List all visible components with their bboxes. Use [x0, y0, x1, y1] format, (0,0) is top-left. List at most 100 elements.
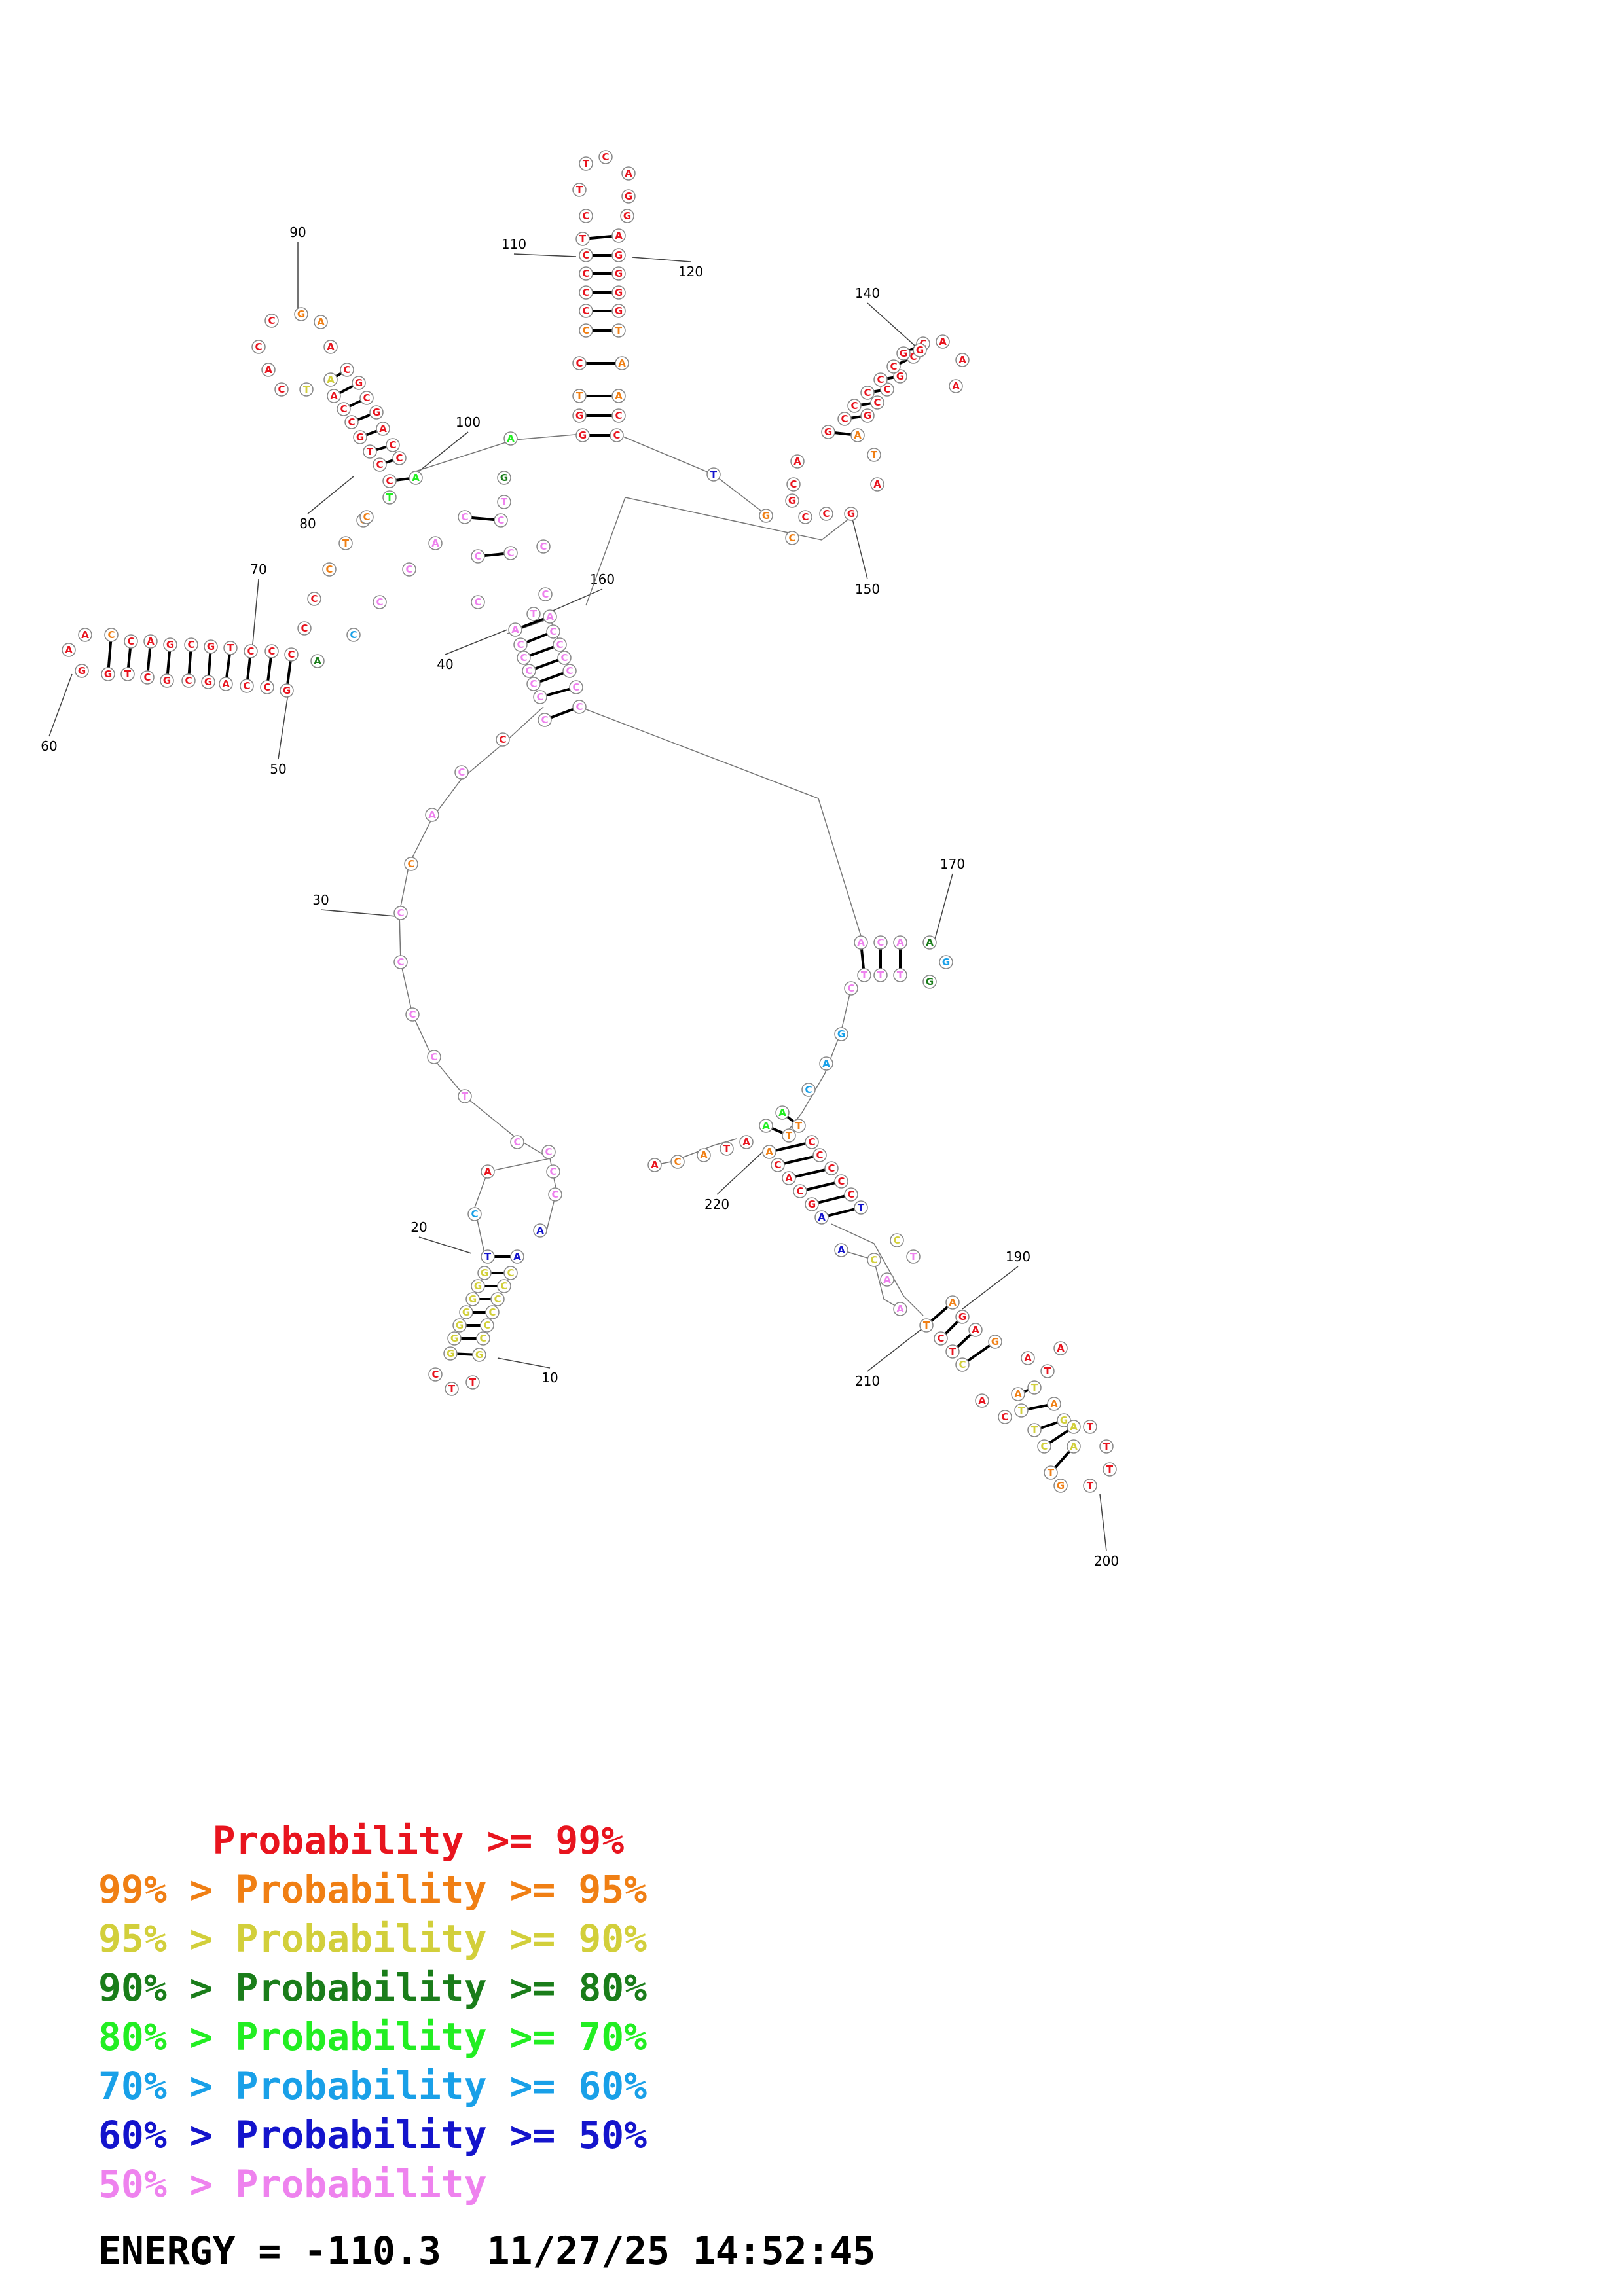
- svg-text:A: A: [412, 472, 420, 484]
- svg-text:A: A: [793, 456, 801, 467]
- svg-text:G: G: [615, 305, 623, 317]
- position-label: 140: [855, 285, 880, 301]
- backbone: [399, 706, 551, 1159]
- nucleotide: A: [543, 609, 557, 624]
- svg-text:C: C: [530, 678, 537, 690]
- legend-prefix: 70% >: [98, 2064, 213, 2108]
- svg-text:T: T: [576, 184, 583, 196]
- svg-text:C: C: [873, 397, 881, 408]
- nucleotide: T: [1099, 1439, 1114, 1454]
- nucleotide: T: [792, 1119, 806, 1133]
- position-tick: [513, 253, 577, 257]
- nucleotide: T: [572, 389, 587, 403]
- svg-text:C: C: [615, 410, 622, 422]
- backbone: [415, 433, 583, 472]
- svg-text:T: T: [858, 1202, 865, 1213]
- nucleotide: G: [160, 673, 174, 688]
- legend-row: 80% > Probability >= 70%: [98, 2013, 1080, 2062]
- nucleotide: A: [819, 1056, 833, 1071]
- nucleotide: A: [834, 1243, 848, 1257]
- svg-text:C: C: [497, 514, 504, 526]
- svg-text:T: T: [1106, 1463, 1114, 1475]
- svg-text:A: A: [742, 1136, 750, 1148]
- nucleotide: G: [447, 1331, 462, 1346]
- svg-text:T: T: [579, 233, 587, 245]
- svg-text:A: A: [896, 937, 904, 948]
- position-tick: [867, 1325, 927, 1372]
- backbone: [585, 497, 852, 606]
- svg-text:C: C: [847, 1189, 854, 1200]
- svg-text:T: T: [484, 1251, 492, 1263]
- svg-text:C: C: [350, 629, 357, 641]
- nucleotide: C: [503, 1266, 518, 1280]
- position-label: 190: [1006, 1249, 1030, 1265]
- nucleotide: C: [307, 592, 321, 606]
- nucleotide: A: [78, 628, 92, 642]
- backbone: [784, 988, 852, 1136]
- svg-text:C: C: [363, 392, 370, 404]
- svg-text:A: A: [765, 1146, 773, 1158]
- nucleotide: C: [340, 363, 354, 377]
- nucleotide: C: [260, 680, 274, 694]
- nucleotide: T: [1027, 1423, 1042, 1437]
- position-label: 120: [678, 264, 703, 279]
- nucleotide: A: [945, 1295, 960, 1310]
- svg-text:C: C: [551, 1189, 558, 1200]
- svg-text:A: A: [939, 336, 947, 348]
- position-tick: [418, 431, 469, 472]
- svg-text:C: C: [268, 645, 275, 657]
- base-pair-bond: [777, 1154, 820, 1166]
- nucleotide: C: [785, 531, 799, 545]
- nucleotide: C: [382, 474, 397, 488]
- svg-text:A: A: [778, 1107, 786, 1119]
- svg-text:A: A: [1070, 1421, 1078, 1433]
- nucleotide: C: [104, 628, 119, 642]
- legend-label: Probability: [235, 1867, 487, 1912]
- rna-secondary-structure: 1020304050607080901001101201401501601701…: [41, 150, 1119, 1569]
- svg-text:G: G: [625, 190, 632, 202]
- nucleotide: T: [299, 382, 314, 397]
- svg-text:T: T: [1018, 1405, 1025, 1416]
- nucleotide: T: [120, 667, 135, 681]
- nucleotide: A: [611, 389, 626, 403]
- svg-text:A: A: [896, 1303, 904, 1315]
- nucleotide: C: [386, 438, 400, 452]
- svg-text:C: C: [541, 588, 549, 600]
- position-tick: [867, 302, 921, 351]
- svg-text:A: A: [379, 423, 387, 435]
- legend-suffix: >= 70%: [509, 2015, 647, 2059]
- svg-text:C: C: [582, 305, 589, 317]
- svg-text:C: C: [539, 541, 547, 552]
- svg-text:C: C: [430, 1051, 437, 1063]
- svg-text:C: C: [395, 452, 403, 464]
- nucleotide: C: [890, 1233, 904, 1247]
- svg-text:G: G: [447, 1348, 454, 1359]
- nucleotide: T: [919, 1318, 934, 1333]
- nucleotide: C: [538, 713, 552, 727]
- svg-text:C: C: [556, 639, 563, 651]
- nucleotide: G: [913, 343, 927, 357]
- nucleotide: C: [405, 1007, 420, 1022]
- nucleotide: G: [834, 1027, 848, 1041]
- backbone: [474, 1158, 551, 1254]
- nucleotide: A: [310, 654, 325, 668]
- svg-text:C: C: [343, 364, 350, 376]
- nucleotide: T: [338, 536, 353, 550]
- svg-text:A: A: [511, 624, 519, 636]
- nucleotide: A: [893, 935, 907, 950]
- svg-text:G: G: [373, 406, 380, 418]
- svg-text:A: A: [972, 1324, 979, 1336]
- svg-text:A: A: [854, 429, 862, 441]
- nucleotide: C: [579, 266, 593, 281]
- position-label: 30: [312, 892, 329, 908]
- nucleotide: C: [819, 507, 833, 521]
- nucleotide: C: [526, 677, 541, 691]
- nucleotide: C: [793, 1184, 807, 1198]
- position-tick: [497, 1357, 551, 1369]
- nucleotide: C: [513, 637, 528, 652]
- svg-text:A: A: [431, 537, 439, 549]
- legend-prefix: 60% >: [98, 2113, 213, 2157]
- nucleotide: A: [261, 363, 276, 377]
- nucleotide: A: [327, 389, 341, 403]
- svg-text:A: A: [264, 364, 272, 376]
